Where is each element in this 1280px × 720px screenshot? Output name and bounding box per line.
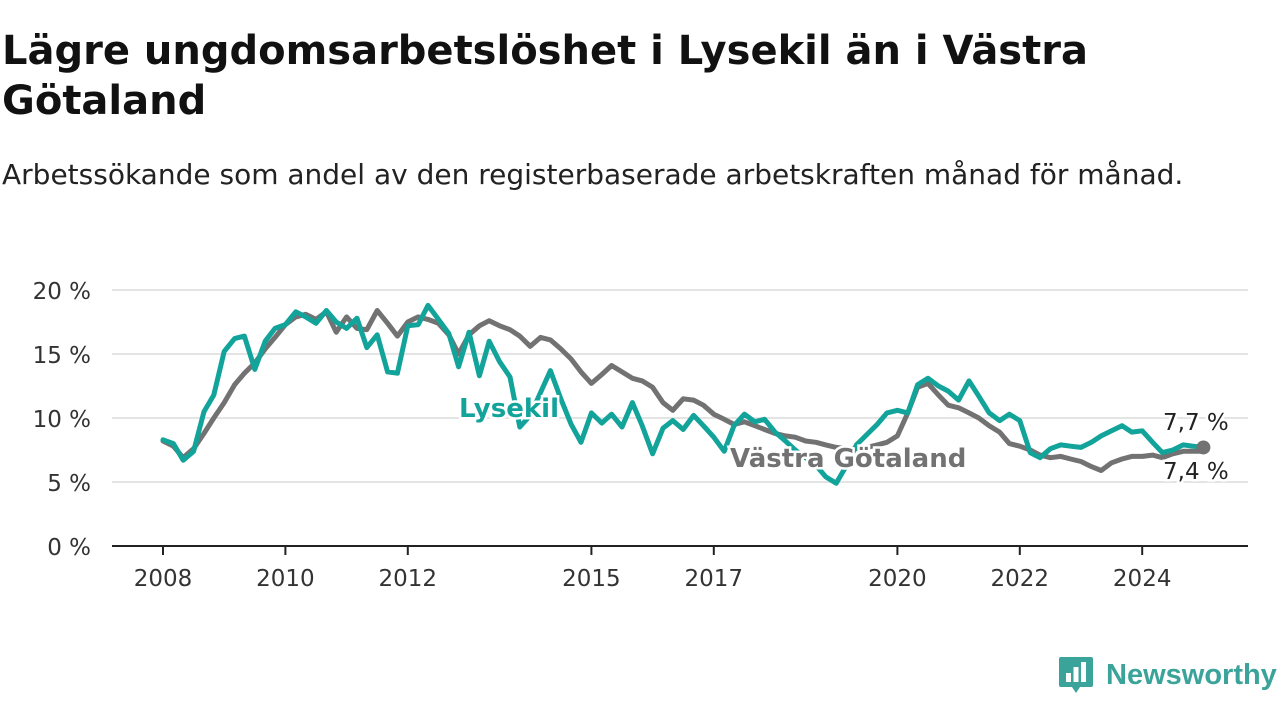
y-tick-label: 5 %: [47, 471, 91, 497]
x-axis: 2008 2010 2012 2015 2017 2020 2022 2024: [112, 545, 1248, 592]
y-tick-label: 0 %: [47, 535, 91, 561]
x-tick-label: 2010: [256, 566, 315, 592]
y-axis-tick-labels: 0 % 5 % 10 % 15 % 20 %: [33, 279, 91, 561]
x-tick-label: 2020: [868, 566, 927, 592]
x-tick-label: 2008: [134, 566, 193, 592]
series-label-vastra-gotaland: Västra Götaland: [730, 444, 966, 474]
brand-name: Newsworthy: [1106, 658, 1277, 691]
series-end-marker: [1196, 440, 1211, 455]
y-tick-label: 20 %: [33, 279, 91, 305]
series-line-lysekil: [160, 302, 1206, 486]
x-tick-label: 2012: [379, 566, 438, 592]
series-labels: Lysekil Västra Götaland 7,7 % 7,4 %: [457, 392, 1232, 488]
x-tick-label: 2024: [1113, 566, 1172, 592]
newsworthy-logo-icon: [1059, 657, 1093, 693]
chart-title: Lägre ungdomsarbetslöshet i Lysekil än i…: [2, 28, 1088, 124]
chart-subtitle: Arbetssökande som andel av den registerb…: [2, 158, 1184, 191]
y-tick-label: 15 %: [33, 343, 91, 369]
y-tick-label: 10 %: [33, 407, 91, 433]
series-label-lysekil: Lysekil: [459, 394, 559, 424]
grid-lines: [112, 289, 1248, 483]
series-line-v-stra-g-taland: [160, 308, 1206, 473]
x-tick-label: 2015: [562, 566, 621, 592]
end-label-vastra-gotaland: 7,4 %: [1163, 459, 1229, 485]
end-label-lysekil: 7,7 %: [1163, 410, 1229, 436]
x-tick-label: 2022: [991, 566, 1050, 592]
brand-logo[interactable]: Newsworthy: [1058, 654, 1277, 696]
series-lines: [160, 302, 1211, 486]
x-tick-label: 2017: [685, 566, 744, 592]
